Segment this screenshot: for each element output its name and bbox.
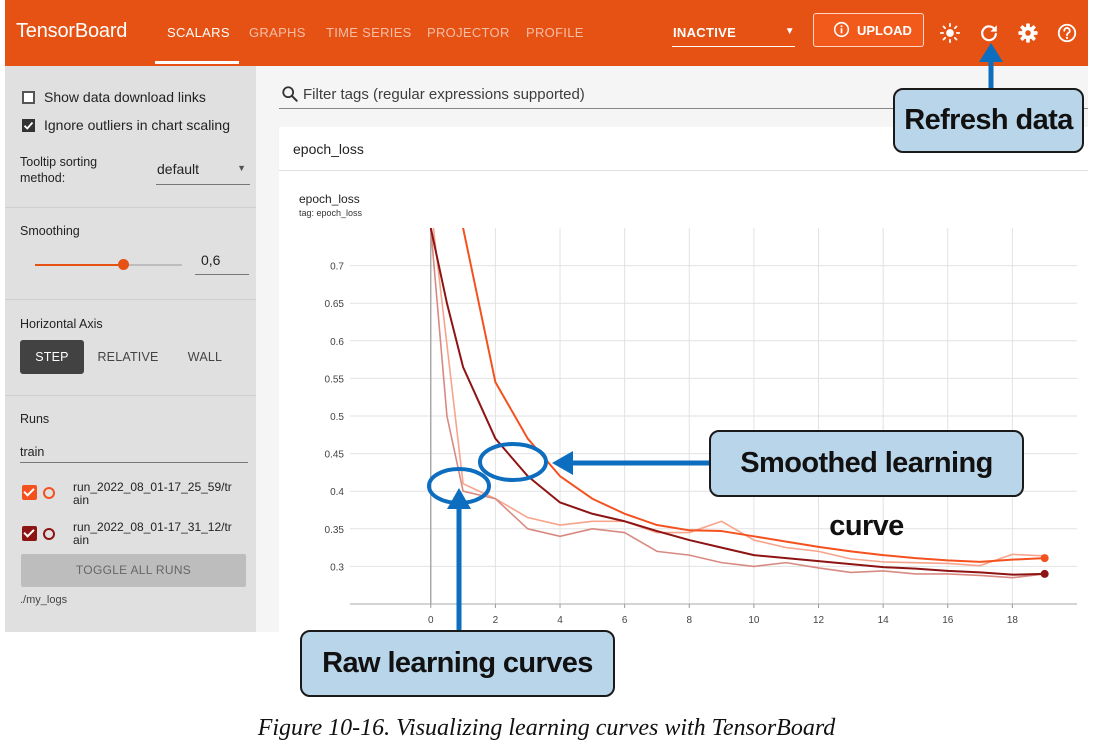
- gear-icon[interactable]: [1017, 22, 1039, 44]
- x-tick-label: 14: [878, 615, 890, 626]
- run-checkbox[interactable]: [22, 526, 37, 541]
- run-color-dot: [43, 487, 55, 499]
- chart-title: epoch_loss: [299, 192, 360, 206]
- chart-tag: tag: epoch_loss: [299, 208, 363, 218]
- runs-filter-value: train: [20, 445, 45, 459]
- brand-logo: TensorBoard: [16, 20, 128, 42]
- series-end-point: [1040, 554, 1049, 563]
- tooltip-sorting-value: default: [157, 161, 200, 177]
- y-tick-label: 0.4: [330, 487, 344, 498]
- run-name: run_2022_08_01-17_25_59/train: [73, 480, 232, 507]
- x-tick-label: 4: [557, 615, 563, 626]
- tab-graphs[interactable]: GRAPHS: [249, 25, 306, 40]
- x-tick-label: 2: [493, 615, 499, 626]
- tab-projector[interactable]: PROJECTOR: [427, 25, 510, 40]
- toggle-all-runs-button[interactable]: TOGGLE ALL RUNS: [21, 554, 246, 587]
- smoothed-curve-callout: Smoothed learning curve: [709, 430, 1024, 542]
- smoothing-slider-fill: [35, 264, 124, 266]
- refresh-icon[interactable]: [978, 22, 1000, 44]
- show-download-links-checkbox[interactable]: [22, 91, 35, 104]
- y-tick-label: 0.5: [330, 412, 344, 423]
- runs-filter-input[interactable]: train: [20, 438, 248, 463]
- series-end-point: [1040, 569, 1049, 578]
- raw-series-line: [432, 228, 1045, 567]
- upload-button[interactable]: UPLOAD: [813, 13, 924, 47]
- y-tick-label: 0.65: [325, 299, 345, 310]
- status-select[interactable]: INACTIVE ▼: [672, 22, 795, 47]
- run-color-dot: [43, 528, 55, 540]
- x-tick-label: 16: [942, 615, 954, 626]
- card-title: epoch_loss: [293, 141, 364, 157]
- tab-profile[interactable]: PROFILE: [526, 25, 584, 40]
- smoothed-series-line: [429, 228, 1045, 576]
- x-tick-label: 6: [622, 615, 628, 626]
- raw-curves-callout: Raw learning curves: [300, 630, 615, 697]
- horizontal-axis-label: Horizontal Axis: [20, 317, 103, 331]
- divider: [5, 207, 256, 208]
- y-tick-label: 0.3: [330, 562, 344, 573]
- show-download-links-label: Show data download links: [44, 89, 206, 105]
- tooltip-sorting-label: Tooltip sorting: [20, 155, 98, 169]
- tag-filter-input[interactable]: [303, 83, 903, 105]
- x-tick-label: 0: [428, 615, 434, 626]
- y-tick-label: 0.45: [325, 450, 345, 461]
- axis-relative-button[interactable]: RELATIVE: [97, 350, 159, 364]
- runs-label: Runs: [20, 412, 50, 426]
- brightness-icon[interactable]: [939, 22, 961, 44]
- active-tab-indicator: [155, 61, 239, 64]
- checkmark-icon: [23, 121, 34, 130]
- figure-caption: Figure 10-16. Visualizing learning curve…: [257, 715, 836, 741]
- run-checkbox[interactable]: [22, 485, 37, 500]
- raw-series-line: [429, 228, 1045, 579]
- tooltip-sorting-select[interactable]: default ▼: [156, 160, 250, 185]
- help-icon[interactable]: [1056, 22, 1078, 44]
- x-tick-label: 12: [813, 615, 825, 626]
- y-tick-label: 0.7: [330, 262, 344, 273]
- smoothing-slider-thumb[interactable]: [118, 259, 130, 270]
- smoothing-input[interactable]: 0,6: [195, 252, 249, 275]
- axis-step-button[interactable]: STEP: [20, 340, 84, 374]
- chevron-down-icon: ▼: [784, 26, 795, 37]
- divider: [5, 395, 256, 396]
- y-tick-label: 0.55: [325, 374, 345, 385]
- y-tick-label: 0.6: [330, 337, 344, 348]
- x-tick-label: 10: [748, 615, 760, 626]
- smoothing-slider[interactable]: [35, 259, 182, 270]
- ignore-outliers-label: Ignore outliers in chart scaling: [44, 117, 230, 133]
- x-tick-label: 18: [1007, 615, 1019, 626]
- logdir-label: ./my_logs: [20, 594, 68, 606]
- smoothing-label: Smoothing: [20, 224, 80, 238]
- run-name: run_2022_08_01-17_31_12/train: [73, 520, 232, 547]
- top-bar: TensorBoard SCALARS GRAPHS TIME SERIES P…: [5, 0, 1088, 66]
- axis-wall-button[interactable]: WALL: [187, 350, 223, 364]
- sidebar: Show data download links Ignore outliers…: [5, 66, 256, 632]
- tab-scalars[interactable]: SCALARS: [167, 25, 230, 40]
- tooltip-sorting-label-2: method:: [20, 171, 66, 185]
- y-tick-label: 0.35: [325, 525, 345, 536]
- status-select-value: INACTIVE: [673, 25, 737, 40]
- tag-filter[interactable]: [279, 82, 1088, 109]
- info-icon: [833, 21, 850, 38]
- refresh-data-callout: Refresh data: [893, 88, 1084, 153]
- divider: [5, 299, 256, 300]
- x-tick-label: 8: [686, 615, 692, 626]
- chevron-down-icon: ▼: [237, 163, 246, 173]
- tab-time-series[interactable]: TIME SERIES: [326, 25, 412, 40]
- search-icon: [282, 86, 298, 102]
- ignore-outliers-checkbox[interactable]: [22, 119, 35, 132]
- upload-label: UPLOAD: [857, 23, 912, 38]
